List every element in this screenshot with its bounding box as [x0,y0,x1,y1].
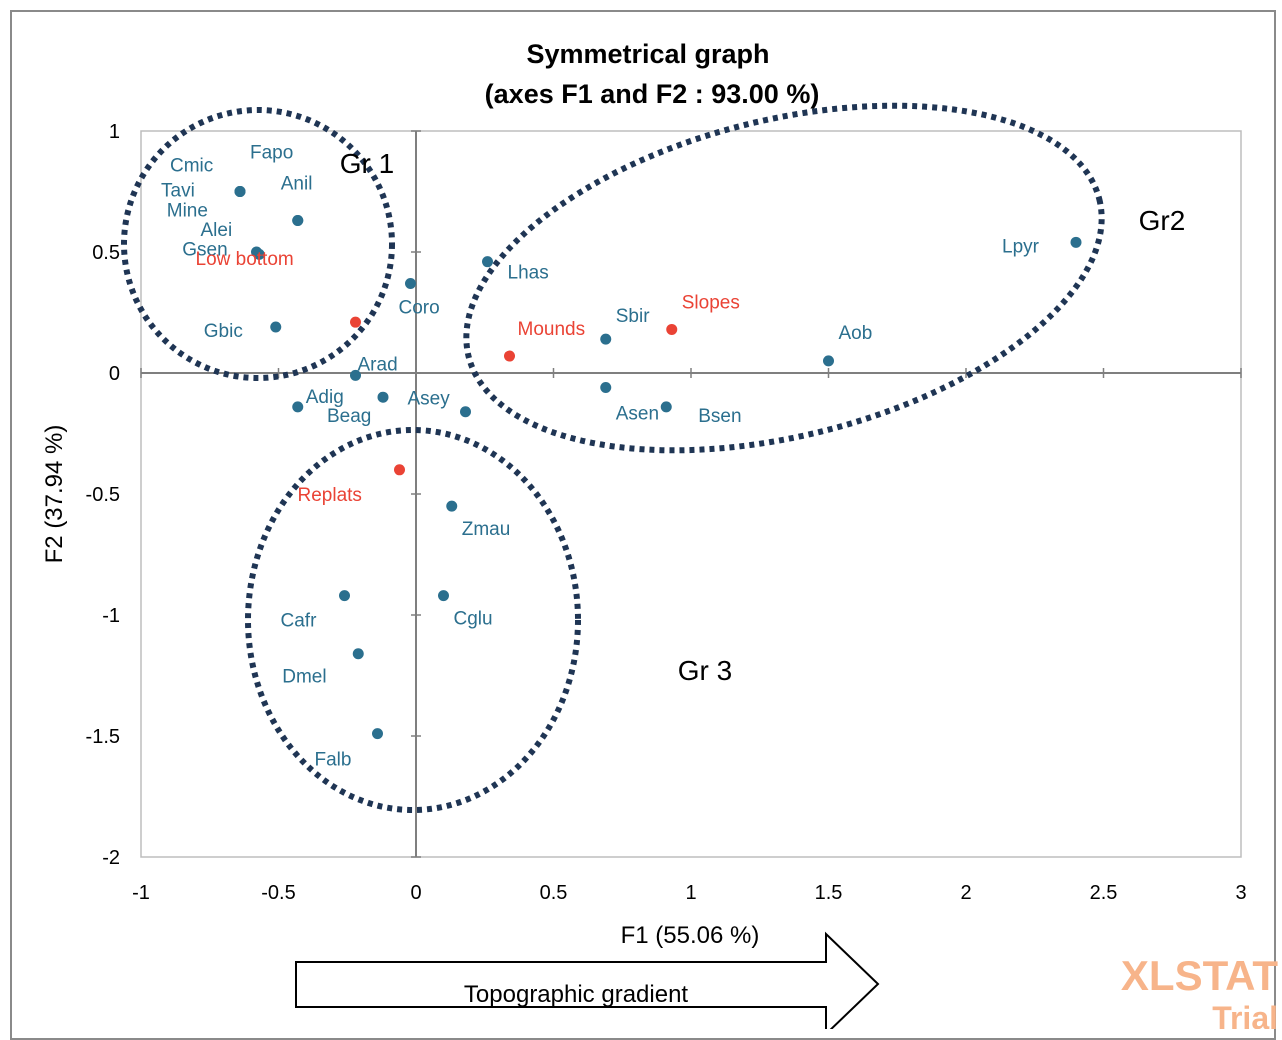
gradient-arrow-label: Topographic gradient [464,981,688,1008]
x-axis-label: F1 (55.06 %) [621,922,760,949]
x-tick-label: -0.5 [261,882,295,904]
data-point [372,728,383,740]
y-tick-label: 1 [109,121,120,143]
group-3-ellipse [245,427,581,813]
data-label: Bsen [698,406,741,427]
data-label: Low bottom [196,249,294,270]
watermark-logo: XLSTAT [1121,952,1278,999]
data-label: Cafr [281,611,318,632]
data-label: Gsen [182,239,227,260]
data-label: Lpyr [1002,236,1040,257]
gradient-arrow [295,931,880,1029]
data-label: Cmic [170,156,213,177]
data-label: Beag [327,406,371,427]
data-label: Fapo [250,143,293,164]
data-label: Arad [358,354,398,375]
y-tick-label: -2 [102,847,120,869]
data-label: Zmau [462,519,511,540]
data-label: Anil [281,174,313,195]
data-point [352,648,364,660]
data-point [292,215,304,227]
x-tick-label: 0 [410,882,421,904]
group-label-1: Gr 1 [340,148,394,179]
data-point [482,256,493,268]
y-tick-label: 0 [109,363,120,385]
data-point [350,316,361,328]
data-point [350,369,361,381]
x-tick-label: 0.5 [540,882,568,904]
data-label: Coro [399,297,440,318]
data-label: Tavi [161,181,195,202]
group-ellipses [121,102,1105,813]
chart-subtitle: (axes F1 and F2 : 93.00 %) [485,79,820,109]
group-label-3: Gr 3 [678,655,732,686]
tick-labels: -1 -0.5 0 0.5 1 1.5 2 2.5 3 1 0.5 0 -0.5 -1 -1.5 -2 [86,121,1247,904]
y-axis-label: F2 (37.94 %) [41,425,68,564]
data-label: Asen [616,404,659,425]
data-label: Sbir [616,306,650,327]
data-point [460,406,471,418]
x-tick-label: 2.5 [1090,882,1118,904]
data-point [339,590,350,602]
data-label: Slopes [682,292,740,313]
data-label: Alei [201,220,233,241]
y-tick-label: -1.5 [86,726,120,748]
data-point [377,391,389,403]
data-point [394,464,405,476]
data-label: Mine [167,201,208,222]
data-point [504,350,515,362]
data-point [660,401,672,413]
data-point [600,382,612,394]
data-label: Dmel [282,667,326,688]
data-point [253,248,265,260]
data-label: Cglu [454,609,493,630]
group-1-ellipse [121,107,395,381]
x-tick-label: 1 [685,882,696,904]
data-label: Adig [306,387,344,408]
chart-title: Symmetrical graph [526,39,769,69]
y-tick-label: -1 [102,605,120,627]
data-point [823,355,834,367]
data-label: Gbic [204,321,243,342]
group-2-ellipse [463,102,1105,454]
data-label: Falb [315,750,352,771]
data-point [600,333,612,345]
y-tick-label: 0.5 [92,242,120,264]
data-label: Replats [298,485,362,506]
x-tick-label: -1 [132,882,150,904]
x-tick-label: 2 [960,882,971,904]
data-label: Lhas [508,263,549,284]
x-tick-label: 3 [1235,882,1246,904]
watermark-trial: Trial [1212,1000,1278,1029]
data-label: Asey [408,389,451,410]
data-point [446,500,458,512]
group-label-2: Gr2 [1139,205,1186,236]
x-tick-label: 1.5 [815,882,843,904]
data-label: Mounds [518,319,586,340]
data-point [405,277,416,289]
data-point [1070,236,1082,248]
data-label: Aob [839,323,873,344]
data-point [292,401,304,413]
plot-area [140,130,1242,858]
y-tick-label: -0.5 [86,484,120,506]
data-point [666,323,678,335]
data-point [438,590,449,602]
data-point [234,186,246,197]
data-point [270,321,282,333]
